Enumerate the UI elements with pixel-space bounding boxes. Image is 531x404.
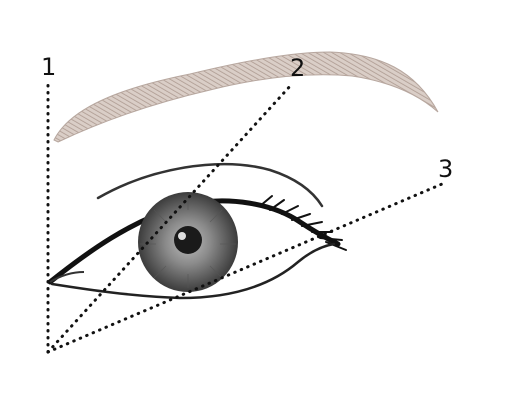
upper-eyelid: [47, 198, 341, 285]
eyelid-crease: [96, 162, 324, 208]
pupil-highlight: [178, 232, 186, 240]
inner-corner: [49, 271, 85, 283]
guide-line-2: [46, 82, 294, 354]
eyebrow-drawing: [53, 51, 439, 143]
label-3: 3: [438, 155, 453, 183]
label-2: 2: [290, 54, 305, 82]
pupil: [174, 226, 202, 254]
lower-eyelid: [50, 242, 336, 300]
label-1: 1: [41, 53, 56, 81]
guide-lines: [46, 80, 444, 354]
guide-line-3: [46, 182, 444, 354]
eyelashes: [259, 195, 347, 251]
